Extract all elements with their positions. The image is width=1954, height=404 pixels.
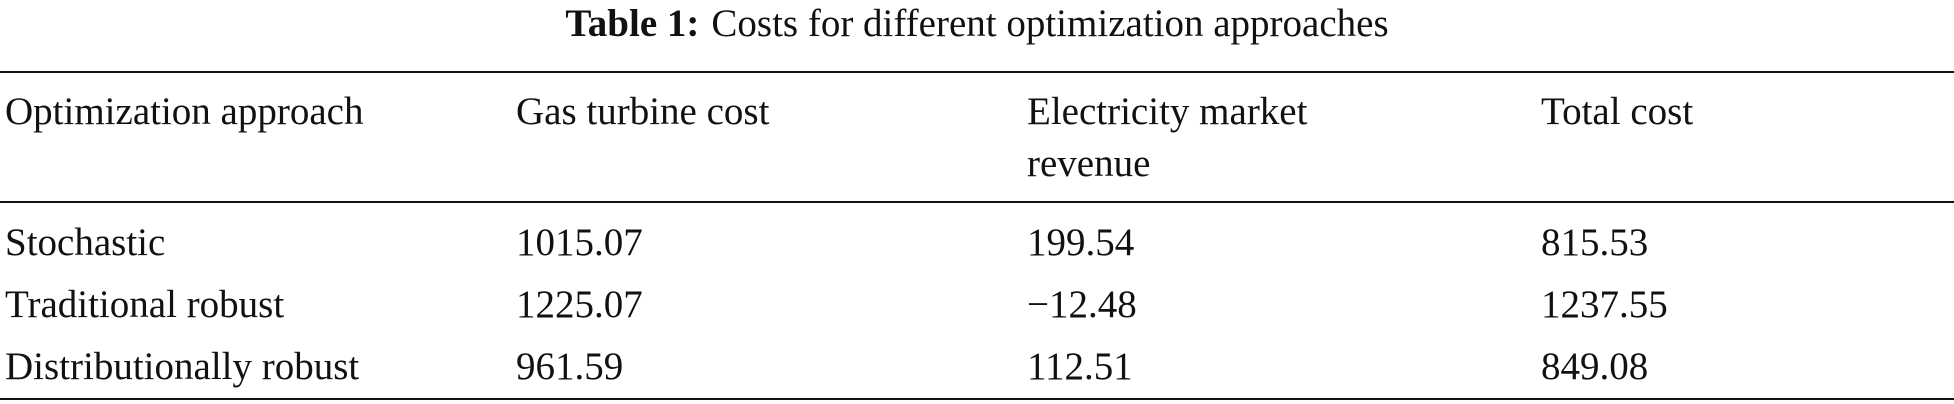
bottom-rule <box>0 398 1954 400</box>
table-cell: 1225.07 <box>516 283 643 326</box>
table-cell: 815.53 <box>1541 221 1649 264</box>
table-cell: 849.08 <box>1541 345 1649 388</box>
top-rule <box>0 71 1954 73</box>
caption-label: Table 1: <box>565 2 700 45</box>
table-cell: Stochastic <box>5 221 166 264</box>
mid-rule <box>0 201 1954 203</box>
table-cell: −12.48 <box>1027 283 1137 326</box>
header-cell: Electricity market revenue <box>1027 90 1308 185</box>
table-cell: 961.59 <box>516 345 624 388</box>
table-cell: 1237.55 <box>1541 283 1668 326</box>
header-cell: Optimization approach <box>5 90 364 133</box>
table-cell: 1015.07 <box>516 221 643 264</box>
caption-text: Costs for different optimization approac… <box>711 2 1389 45</box>
table-cell: 199.54 <box>1027 221 1135 264</box>
header-cell: Total cost <box>1541 90 1694 133</box>
table-cell: Traditional robust <box>5 283 285 326</box>
table-cell: Distributionally robust <box>5 345 360 388</box>
header-cell: Gas turbine cost <box>516 90 770 133</box>
table-caption: Table 1: Costs for different optimization… <box>0 0 1954 48</box>
table-cell: 112.51 <box>1027 345 1133 388</box>
